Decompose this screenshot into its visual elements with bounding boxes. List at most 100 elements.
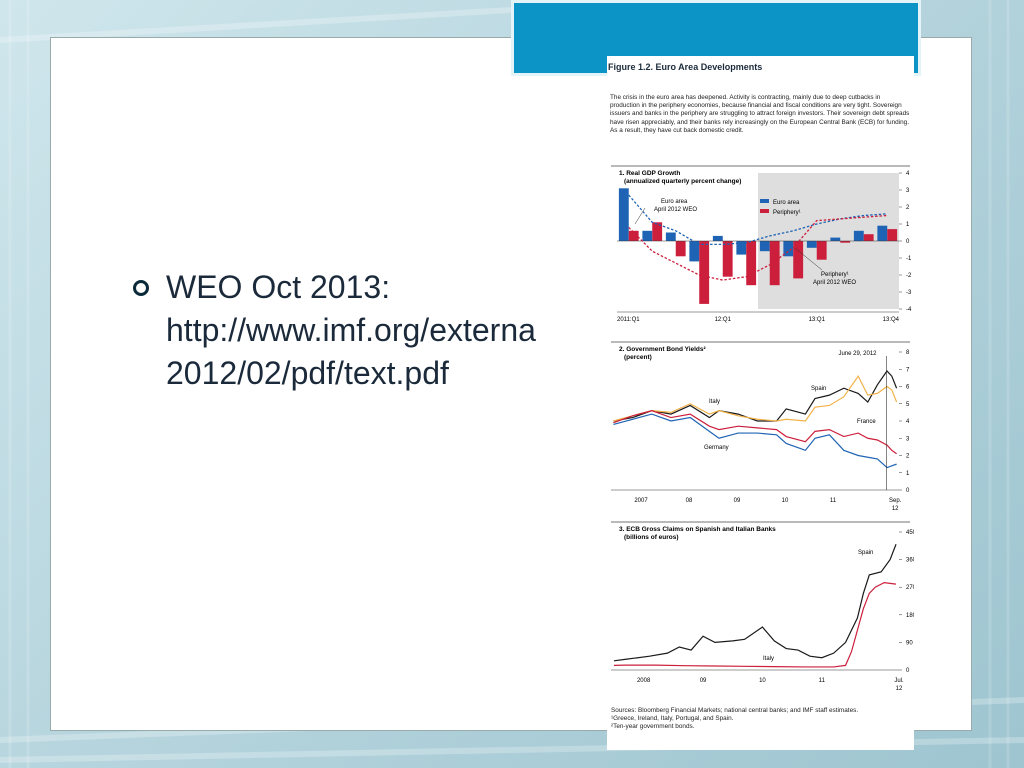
series-line-italy bbox=[613, 376, 896, 421]
series-label-italy-claims: Italy bbox=[763, 656, 774, 662]
chart2-title: 2. Government Bond Yields² bbox=[619, 346, 707, 353]
x-tick-label: 08 bbox=[686, 498, 693, 504]
bar-euro-area bbox=[713, 236, 723, 241]
x-tick-label: 2007 bbox=[634, 498, 648, 504]
y-tick-label: -3 bbox=[906, 290, 912, 296]
series-line-spain bbox=[613, 371, 896, 421]
bullet-line-3[interactable]: 2012/02/pdf/text.pdf bbox=[166, 355, 449, 391]
legend-swatch-euro bbox=[760, 199, 769, 203]
legend-swatch-periphery bbox=[760, 209, 769, 213]
footnote-2: ²Ten-year government bonds. bbox=[611, 723, 911, 731]
legend-periphery: Periphery¹ bbox=[773, 210, 801, 216]
ecb-claims-chart: 3. ECB Gross Claims on Spanish and Itali… bbox=[607, 520, 914, 704]
series-label-spain: Spain bbox=[811, 386, 826, 392]
y-tick-label: 8 bbox=[906, 350, 910, 356]
bar-periphery bbox=[887, 229, 897, 241]
bar-euro-area bbox=[877, 226, 887, 241]
y-tick-label: 2 bbox=[906, 205, 910, 211]
series-line-france bbox=[613, 411, 896, 454]
y-tick-label: 180 bbox=[906, 613, 914, 619]
bar-periphery bbox=[864, 234, 874, 241]
y-tick-label: 5 bbox=[906, 402, 910, 408]
gdp-growth-chart: 1. Real GDP Growth (annualized quarterly… bbox=[607, 164, 914, 330]
bar-periphery bbox=[746, 241, 756, 285]
bullet-text: WEO Oct 2013: http://www.imf.org/externa… bbox=[166, 266, 536, 395]
chart3-subtitle: (billions of euros) bbox=[624, 534, 679, 541]
figure-description: The crisis in the euro area has deepened… bbox=[610, 94, 910, 135]
figure-sources: Sources: Bloomberg Financial Markets; na… bbox=[611, 707, 911, 731]
x-tick-label: 10 bbox=[782, 498, 789, 504]
x-tick-label: 11 bbox=[819, 678, 826, 684]
annotation-april-weo-periphery: April 2012 WEO bbox=[813, 280, 856, 286]
y-tick-label: -2 bbox=[906, 273, 912, 279]
bullet-line-2[interactable]: http://www.imf.org/externa bbox=[166, 312, 536, 348]
y-tick-label: 360 bbox=[906, 558, 914, 564]
bar-euro-area bbox=[760, 241, 770, 251]
annotation-april-weo-euro: April 2012 WEO bbox=[654, 207, 697, 213]
x-tick-label: 13:Q1 bbox=[809, 317, 826, 323]
series-label-germany: Germany bbox=[704, 445, 729, 451]
bar-euro-area bbox=[666, 233, 676, 242]
bullet-line-1: WEO Oct 2013: bbox=[166, 269, 390, 305]
y-tick-label: 4 bbox=[906, 419, 910, 425]
sources-line: Sources: Bloomberg Financial Markets; na… bbox=[611, 707, 911, 715]
series-label-spain-claims: Spain bbox=[858, 550, 873, 556]
bar-periphery bbox=[629, 231, 639, 241]
bar-euro-area bbox=[642, 231, 652, 241]
series-label-italy: Italy bbox=[709, 399, 720, 405]
y-tick-label: 1 bbox=[906, 471, 910, 477]
bar-periphery bbox=[699, 241, 709, 304]
y-tick-label: 90 bbox=[906, 640, 913, 646]
annotation-leader-euro bbox=[635, 208, 645, 224]
bar-euro-area bbox=[854, 231, 864, 241]
chart1-title: 1. Real GDP Growth bbox=[619, 170, 680, 177]
y-tick-label: 3 bbox=[906, 436, 910, 442]
series-line-germany bbox=[613, 414, 896, 467]
footnote-1: ¹Greece, Ireland, Italy, Portugal, and S… bbox=[611, 715, 911, 723]
legend-euro-area: Euro area bbox=[773, 200, 800, 206]
x-tick-label: 2011:Q1 bbox=[617, 317, 640, 323]
x-tick-label: 12 bbox=[896, 686, 903, 692]
bar-periphery bbox=[817, 241, 827, 260]
x-tick-label: 12:Q1 bbox=[715, 317, 732, 323]
chart3-title: 3. ECB Gross Claims on Spanish and Itali… bbox=[619, 526, 776, 533]
y-tick-label: 0 bbox=[906, 668, 910, 674]
y-tick-label: 4 bbox=[906, 171, 910, 177]
y-tick-label: 7 bbox=[906, 367, 910, 373]
annotation-euro-area: Euro area bbox=[661, 199, 688, 205]
x-tick-label: Jul. bbox=[894, 678, 904, 684]
bond-yields-chart: 2. Government Bond Yields² (percent) Jun… bbox=[607, 340, 914, 518]
bar-euro-area bbox=[783, 241, 793, 256]
y-tick-label: 450 bbox=[906, 530, 914, 536]
y-tick-label: -1 bbox=[906, 256, 912, 262]
y-tick-label: 0 bbox=[906, 488, 910, 494]
x-tick-label: 09 bbox=[734, 498, 741, 504]
x-tick-label: 11 bbox=[830, 498, 837, 504]
bar-euro-area bbox=[830, 238, 840, 241]
figure-title: Figure 1.2. Euro Area Developments bbox=[608, 62, 762, 72]
x-tick-label: 09 bbox=[700, 678, 707, 684]
y-tick-label: 6 bbox=[906, 385, 910, 391]
bar-periphery bbox=[770, 241, 780, 285]
x-tick-label: 12 bbox=[892, 506, 899, 512]
bar-periphery bbox=[723, 241, 733, 277]
x-tick-label: 10 bbox=[759, 678, 766, 684]
y-tick-label: 3 bbox=[906, 188, 910, 194]
x-tick-label: 13:Q4 bbox=[883, 317, 900, 323]
chart2-subtitle: (percent) bbox=[624, 354, 652, 361]
x-tick-label: 2008 bbox=[637, 678, 651, 684]
chart1-subtitle: (annualized quarterly percent change) bbox=[624, 178, 741, 185]
bar-euro-area bbox=[619, 188, 629, 241]
y-tick-label: 1 bbox=[906, 222, 910, 228]
figure-image: Figure 1.2. Euro Area Developments The c… bbox=[607, 56, 914, 750]
series-label-france: France bbox=[857, 419, 876, 425]
bar-euro-area bbox=[807, 241, 817, 248]
bullet-circle-icon bbox=[133, 280, 149, 296]
bar-periphery bbox=[676, 241, 686, 256]
annotation-periphery: Periphery¹ bbox=[821, 272, 849, 278]
x-tick-label: Sep. bbox=[889, 498, 902, 504]
y-tick-label: 0 bbox=[906, 239, 910, 245]
y-tick-label: 2 bbox=[906, 454, 910, 460]
y-tick-label: 270 bbox=[906, 585, 914, 591]
y-tick-label: -4 bbox=[906, 307, 912, 313]
